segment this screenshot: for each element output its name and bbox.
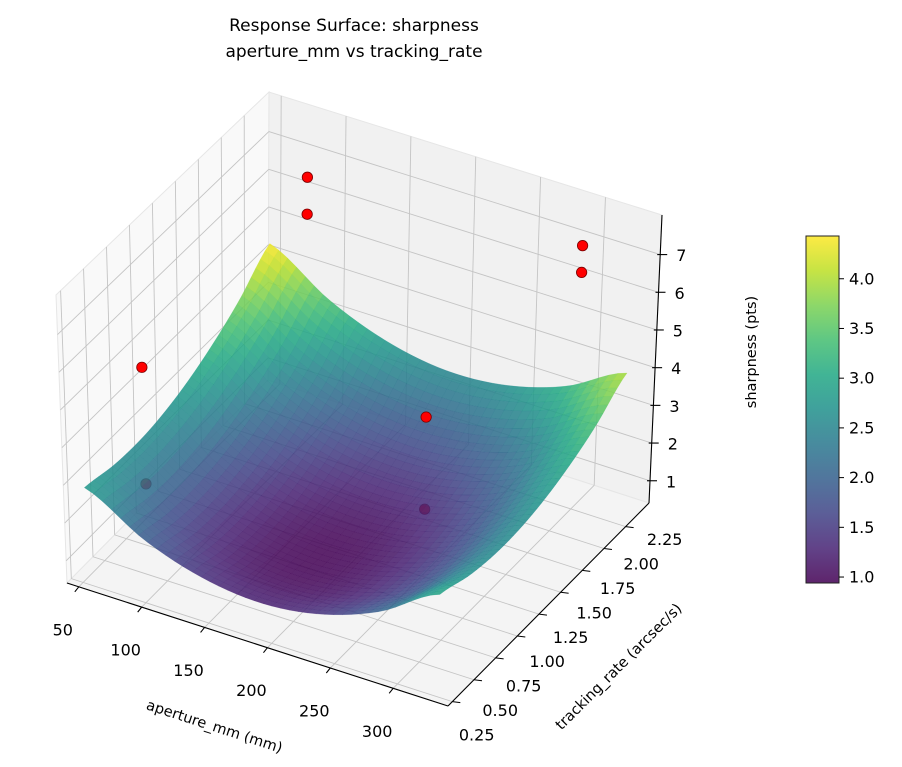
colorbar-tick-label: 3.0 bbox=[849, 369, 874, 388]
x-tick-label: 150 bbox=[173, 661, 204, 680]
grid-line bbox=[58, 168, 270, 373]
grid-line bbox=[268, 168, 659, 293]
y-tick-label: 0.75 bbox=[506, 677, 542, 696]
z-tick-label: 7 bbox=[676, 246, 686, 265]
y-tick-mark bbox=[560, 591, 569, 594]
scatter-points bbox=[136, 171, 589, 423]
colorbar-tick-label: 4.0 bbox=[849, 269, 874, 288]
colorbar-tick-label: 1.5 bbox=[849, 518, 874, 537]
grid-line bbox=[593, 197, 606, 486]
colorbar-tick-label: 2.5 bbox=[849, 418, 874, 437]
grid-line bbox=[392, 484, 595, 689]
grid-line bbox=[60, 290, 72, 579]
x-tick-label: 50 bbox=[53, 620, 73, 639]
y-tick-label: 1.00 bbox=[529, 652, 565, 671]
y-tick-label: 0.50 bbox=[482, 701, 518, 720]
y-tick-label: 1.25 bbox=[553, 628, 589, 647]
x-axis-line bbox=[66, 582, 449, 707]
data-point bbox=[576, 240, 589, 252]
y-tick-mark bbox=[517, 635, 526, 638]
z-tick-label: 6 bbox=[675, 284, 685, 303]
grid-line bbox=[61, 244, 269, 448]
colorbar: 1.0 1.5 2.0 2.5 3.0 3.5 4.0 bbox=[805, 235, 874, 587]
y-tick-label: 1.50 bbox=[576, 603, 612, 622]
response-surface bbox=[83, 243, 628, 616]
chart-title: Response Surface: sharpness bbox=[229, 16, 479, 36]
grid-line bbox=[92, 556, 475, 681]
y-tick-mark bbox=[452, 701, 461, 704]
colorbar-tick-label: 3.5 bbox=[849, 319, 874, 338]
colorbar-tick-label: 2.0 bbox=[849, 468, 874, 487]
chart-subtitle: aperture_mm vs tracking_rate bbox=[225, 42, 482, 62]
y-tick-label: 2.25 bbox=[647, 530, 683, 549]
x-tick-mark bbox=[388, 687, 394, 694]
x-tick-mark bbox=[325, 667, 331, 674]
z-axis-line bbox=[648, 214, 663, 504]
data-point bbox=[576, 266, 588, 279]
tick-labels: 50 100 150 200 250 300 0.25 0.50 0.75 1.00 1.25 1.5… bbox=[53, 246, 687, 745]
x-tick-label: 250 bbox=[299, 702, 330, 721]
grid-line bbox=[60, 206, 269, 411]
grid-line bbox=[83, 268, 94, 557]
grid-line bbox=[268, 244, 656, 369]
x-tick-label: 300 bbox=[362, 722, 393, 741]
y-tick-mark bbox=[603, 547, 613, 551]
colorbar-tick-label: 1.0 bbox=[849, 568, 874, 587]
x-tick-label: 200 bbox=[236, 681, 267, 700]
z-tick-label: 2 bbox=[668, 435, 678, 454]
y-tick-label: 0.25 bbox=[459, 726, 495, 745]
y-axis-label: tracking_rate (arcsec/s) bbox=[553, 601, 685, 733]
y-tick-mark bbox=[582, 569, 591, 572]
data-point bbox=[136, 361, 148, 373]
y-axis-line bbox=[447, 502, 650, 707]
y-tick-label: 1.75 bbox=[600, 579, 636, 598]
z-axis-label: sharpness (pts) bbox=[744, 296, 760, 408]
grid-line bbox=[268, 206, 657, 331]
y-tick-mark bbox=[495, 657, 504, 660]
z-tick-label: 4 bbox=[671, 359, 681, 378]
x-tick-mark bbox=[74, 586, 80, 593]
x-tick-mark bbox=[137, 606, 143, 613]
data-point bbox=[420, 411, 432, 423]
y-tick-label: 2.00 bbox=[623, 554, 659, 573]
x-axis-label: aperture_mm (mm) bbox=[144, 698, 284, 757]
z-tick-label: 5 bbox=[673, 321, 683, 340]
data-point bbox=[301, 208, 313, 220]
y-tick-mark bbox=[625, 526, 634, 529]
surface-patch bbox=[430, 590, 446, 596]
colorbar-gradient bbox=[805, 235, 840, 584]
x-tick-mark bbox=[200, 627, 205, 633]
grid-line bbox=[57, 131, 270, 335]
grid-line bbox=[71, 578, 453, 703]
y-tick-mark bbox=[473, 679, 483, 682]
axis-lines bbox=[66, 214, 668, 707]
z-tick-label: 1 bbox=[666, 472, 676, 491]
data-point bbox=[301, 171, 313, 183]
x-tick-label: 100 bbox=[110, 641, 141, 660]
z-tick-label: 3 bbox=[669, 397, 679, 416]
grid-line bbox=[268, 131, 661, 256]
x-tick-mark bbox=[263, 647, 268, 654]
y-tick-mark bbox=[538, 613, 548, 616]
